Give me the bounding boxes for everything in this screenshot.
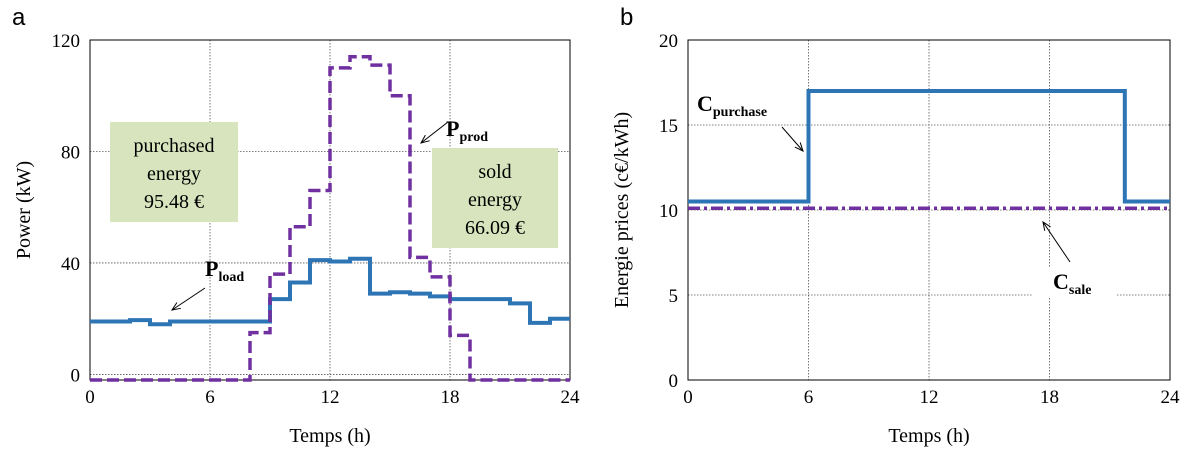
panel-b-series-label-purchase: Cpurchase [697, 91, 767, 120]
panel-a-xtick-label: 6 [205, 387, 215, 408]
panel-a-arrow-load [172, 288, 205, 310]
panel-a-ytick-label: 120 [52, 31, 81, 52]
panel-b-ytick-label: 0 [669, 371, 679, 392]
panel-a-xtick-label: 24 [561, 387, 581, 408]
panel-a-plot: 0 6 12 18 24 0 40 80 120 purchased energy 95.48 € s… [13, 31, 580, 447]
panel-a-xtick-label: 12 [321, 387, 340, 408]
panel-a-annotations: purchased energy 95.48 € sold energy 66.09 € [110, 122, 558, 248]
panel-a-series-label-load: Pload [205, 256, 244, 285]
panel-a-series-label-prod: Pprod [446, 116, 488, 145]
panel-b-arrow-sale [1043, 222, 1070, 262]
panel-a-arrow-load-head [172, 302, 181, 310]
panel-a-xtick-label: 18 [441, 387, 460, 408]
panel-a-ylabel: Power (kW) [13, 161, 35, 259]
panel-a-letter: a [12, 4, 26, 31]
panel-b-xlabel: Temps (h) [888, 425, 969, 447]
panel-a-xlabel: Temps (h) [289, 425, 370, 447]
annotation-box-0-line: purchased [133, 135, 214, 157]
annotation-box-1-line: sold [478, 161, 511, 183]
panel-b-xtick-label: 0 [683, 387, 693, 408]
panel-b-ylabel: Energie prices (c€/kWh) [611, 112, 633, 308]
annotation-box-1-line: 66.09 € [465, 217, 525, 239]
panel-b-xtick-label: 6 [804, 387, 814, 408]
panel-b-xtick-label: 18 [1040, 387, 1059, 408]
annotation-box-0-line: energy [147, 163, 201, 185]
panel-b-ytick-label: 5 [669, 286, 679, 307]
panel-a-ytick-label: 40 [61, 254, 80, 275]
annotation-box-1-line: energy [468, 189, 522, 211]
panel-a-xtick-label: 0 [85, 387, 95, 408]
panel-b-xtick-label: 24 [1161, 387, 1181, 408]
annotation-box-0-line: 95.48 € [144, 191, 204, 213]
panel-b-xtick-label: 12 [920, 387, 939, 408]
panel-b-ytick-label: 15 [659, 116, 678, 137]
panel-a-ytick-label: 80 [61, 142, 80, 163]
panel-b-letter: b [620, 4, 633, 31]
panel-b-ticks: 0 6 12 18 24 0 5 10 15 20 [659, 31, 1180, 408]
panel-a-arrow-prod [421, 122, 448, 143]
panel-b-ytick-label: 10 [659, 201, 678, 222]
panel-b-ytick-label: 20 [659, 31, 678, 52]
panel-a-ytick-label: 0 [71, 365, 81, 386]
panel-b-arrow-purchase [782, 127, 803, 151]
